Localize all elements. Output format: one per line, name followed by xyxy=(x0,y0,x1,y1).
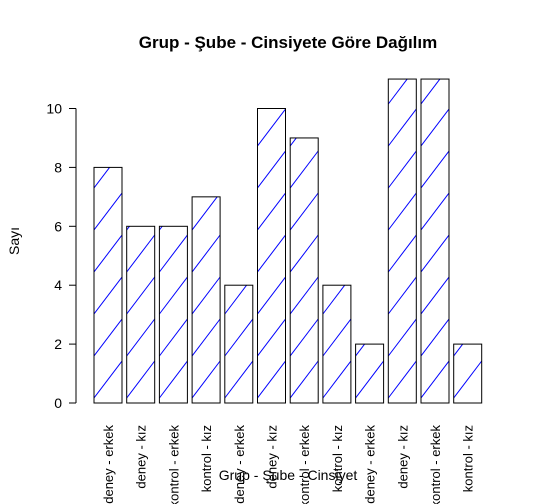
bar-hatch xyxy=(355,344,384,404)
bar-5 xyxy=(224,284,254,404)
bar-10 xyxy=(387,78,417,404)
category-label: kontrol - erkek xyxy=(428,425,443,504)
bar-hatch xyxy=(290,137,319,403)
bar-1 xyxy=(93,166,123,404)
bar-11 xyxy=(420,78,450,404)
bar-fill xyxy=(94,167,122,403)
bar-fill xyxy=(355,344,384,403)
bar-hatch xyxy=(159,226,188,403)
bar-outline xyxy=(322,284,352,404)
x-axis-label: Grup - Şube - Cinsiyet xyxy=(219,467,358,483)
bar-12 xyxy=(453,343,483,404)
category-label: deney - kız xyxy=(395,425,410,489)
category-label: deney - erkek xyxy=(232,425,247,504)
y-axis: 0 2 4 6 8 10 xyxy=(46,101,77,411)
bar-2 xyxy=(126,225,156,404)
chart-title: Grup - Şube - Cinsiyete Göre Dağılım xyxy=(139,33,438,52)
category-label: kontrol - erkek xyxy=(166,425,181,504)
bar-outline xyxy=(191,196,221,404)
bar-outline xyxy=(257,108,286,404)
bar-outline xyxy=(158,225,188,404)
bar-outline xyxy=(224,284,254,404)
category-label: deney - kız xyxy=(134,425,149,489)
y-tick-label: 10 xyxy=(46,101,62,117)
bar-hatch xyxy=(322,285,351,404)
bar-fill xyxy=(224,285,253,403)
bar-hatch xyxy=(257,108,286,403)
y-tick-label: 6 xyxy=(54,218,62,234)
bar-hatch xyxy=(94,167,122,403)
category-labels: deney - erkek deney - kız kontrol - erkek k… xyxy=(101,425,476,504)
bar-fill xyxy=(192,196,221,403)
category-label: kontrol - kız xyxy=(461,425,476,492)
bar-7 xyxy=(289,137,319,404)
bar-outline xyxy=(126,225,156,404)
category-label: deney - kız xyxy=(265,425,280,489)
bar-hatch xyxy=(421,79,449,404)
bar-fill xyxy=(290,137,319,403)
bar-outline xyxy=(355,343,385,404)
category-label: kontrol - kız xyxy=(199,425,214,492)
y-tick-label: 0 xyxy=(54,395,62,411)
bar-fill xyxy=(453,344,482,403)
bar-hatch xyxy=(126,226,155,403)
y-tick-label: 4 xyxy=(54,277,62,293)
bar-6 xyxy=(257,108,286,404)
bar-hatch xyxy=(388,79,417,404)
y-tick-label: 2 xyxy=(54,336,62,352)
bar-outline xyxy=(289,137,319,404)
bar-hatch xyxy=(224,285,253,404)
bar-outline xyxy=(387,78,417,404)
category-label: deney - erkek xyxy=(101,425,116,504)
y-tick-label: 8 xyxy=(54,159,62,175)
category-label: kontrol - erkek xyxy=(297,425,312,504)
bar-fill xyxy=(257,108,286,403)
bar-8 xyxy=(322,284,352,404)
bar-hatch xyxy=(453,344,482,404)
category-label: deney - erkek xyxy=(363,425,378,504)
category-label: kontrol - kız xyxy=(330,425,345,492)
bar-4 xyxy=(191,196,221,404)
bar-outline xyxy=(93,166,123,404)
y-axis-label: Sayı xyxy=(6,227,22,255)
bar-outline xyxy=(453,343,483,404)
bar-3 xyxy=(158,225,188,404)
bar-outline xyxy=(420,78,450,404)
bar-hatch xyxy=(192,196,221,403)
bar-fill xyxy=(322,285,351,403)
bar-fill xyxy=(159,226,188,403)
bar-fill xyxy=(126,226,155,403)
bar-9 xyxy=(355,343,385,404)
bars-group xyxy=(93,78,483,404)
